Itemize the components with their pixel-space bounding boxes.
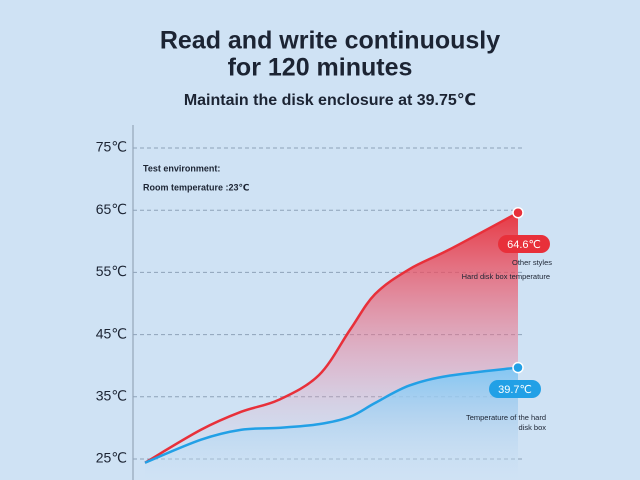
series-label: Other styles [512,258,552,267]
chart-title: Read and write continuously [160,27,500,55]
chart-subtitle: Maintain the disk enclosure at 39.75℃ [184,92,476,109]
annotation: Test environment: [143,163,220,173]
series-label: Hard disk box temperature [462,272,550,281]
annotation: Room temperature :23℃ [143,182,250,192]
value-badge [498,235,550,253]
end-point [512,206,524,219]
line [144,366,519,464]
y-tick-label: 35℃ [96,388,127,404]
y-tick-label: 65℃ [96,201,127,217]
y-tick-label: 55℃ [96,263,127,279]
value-label: 64.6℃ [507,239,541,251]
value-badge [489,380,541,398]
end-point [512,361,524,374]
area [145,367,518,480]
chart-title: for 120 minutes [228,54,413,82]
y-tick-label: 45℃ [96,325,127,341]
y-tick-label: 75℃ [96,139,127,155]
y-tick-label: 25℃ [96,450,127,466]
series-label: disk box [518,423,546,432]
series-label: Temperature of the hard [466,413,546,422]
value-label: 39.7℃ [498,384,532,396]
line [144,211,519,464]
